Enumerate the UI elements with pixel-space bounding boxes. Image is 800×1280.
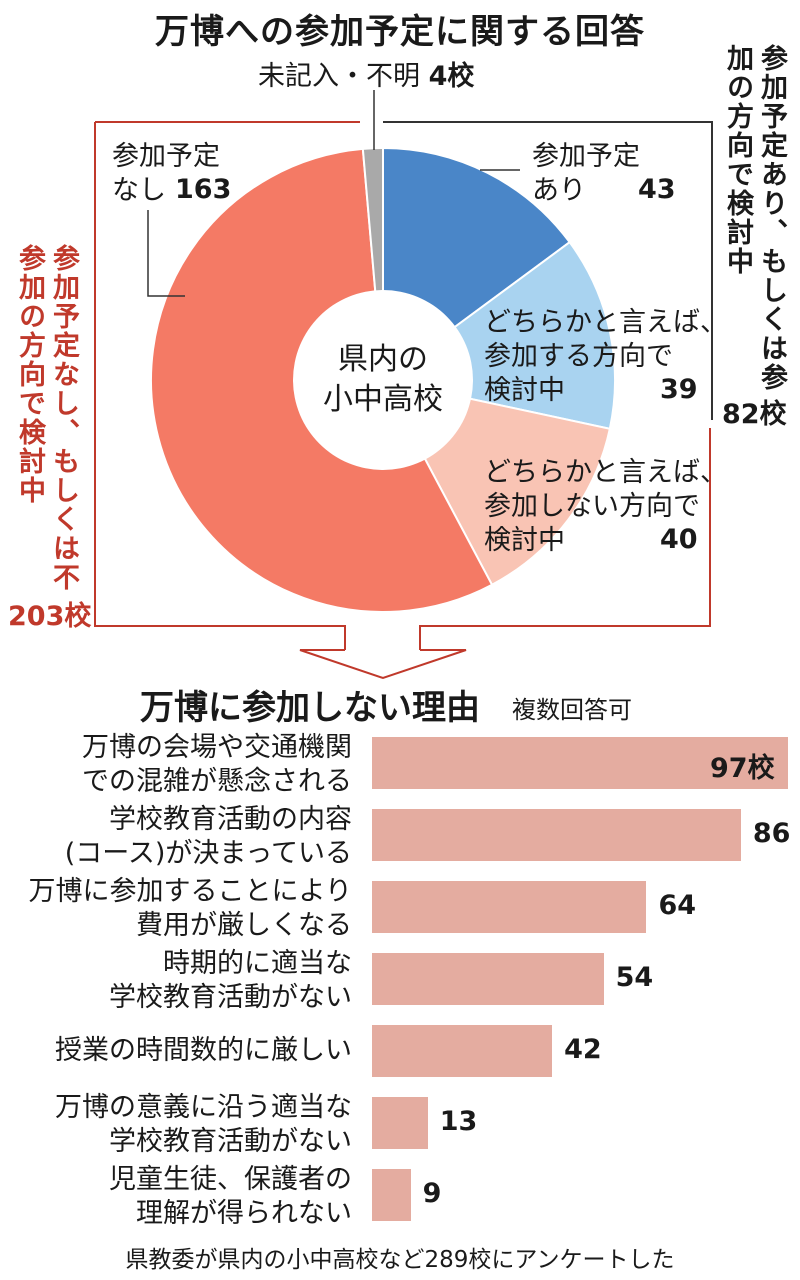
slice-label-not-participate: 参加予定 なし [112, 141, 220, 206]
bar [372, 1169, 411, 1221]
bar-category-label: 授業の時間数的に厳しい [55, 1035, 352, 1066]
bar-value-label: 42 [564, 1034, 602, 1065]
bracket-negative-right [419, 428, 711, 650]
bar-category-label: 時期的に適当な 学校教育活動がない [109, 948, 352, 1013]
bar [372, 1097, 428, 1149]
bar [372, 809, 741, 861]
slice-label-unknown: 未記入・不明 4校 [258, 61, 475, 92]
bar-value-label: 86 [752, 818, 791, 849]
bar-title-note: 複数回答可 [512, 696, 632, 724]
leader-line-not-participate [147, 210, 185, 297]
slice-value-lean-not: 40 [660, 524, 698, 555]
bracket-positive [383, 121, 713, 420]
bar-value-label: 13 [439, 1106, 478, 1137]
down-arrow-icon [299, 649, 467, 680]
slice-value-lean-participate: 39 [660, 374, 698, 405]
group-positive-label: 参加予定あり、もしくは参加の方向で検討中 [722, 44, 787, 392]
bar-category-label: 万博に参加することにより 費用が厳しくなる [28, 876, 352, 941]
bar [372, 881, 647, 933]
footnote: 県教委が県内の小中高校など289校にアンケートした [125, 1247, 675, 1273]
group-negative-total: 203校 [8, 601, 92, 632]
bar-title: 万博に参加しない理由 [140, 688, 480, 728]
bracket-negative-left [94, 122, 346, 650]
bar-value-label: 97校 [710, 753, 775, 784]
bar-category-label: 学校教育活動の内容 (コース)が決まっている [64, 804, 352, 869]
bar [372, 1025, 553, 1077]
slice-label-participate: 参加予定 あり [532, 141, 640, 206]
bar-value-label: 64 [658, 890, 697, 921]
group-positive-total: 82校 [722, 399, 787, 430]
bar-value-label: 54 [615, 962, 654, 993]
bar [372, 737, 788, 789]
donut-center-label: 県内の 小中高校 [323, 342, 443, 417]
donut-hole [293, 290, 473, 470]
slice-value-not-participate: 163 [175, 174, 232, 205]
slice-value-participate: 43 [638, 174, 676, 205]
bar-category-label: 万博の意義に沿う適当な 学校教育活動がない [55, 1092, 352, 1157]
bar-category-label: 万博の会場や交通機関 での混雑が懸念される [82, 732, 352, 797]
pie-title: 万博への参加予定に関する回答 [155, 12, 645, 52]
slice-label-lean-participate: どちらかと言えば、 参加する方向で 検討中 [484, 307, 727, 406]
bar [372, 953, 604, 1005]
group-negative-label: 参加予定なし、もしくは不参加の方向で検討中 [14, 244, 79, 592]
bar-category-label: 児童生徒、保護者の 理解が得られない [109, 1164, 352, 1229]
donut-chart [94, 90, 713, 680]
bar-value-label: 9 [422, 1178, 442, 1209]
slice-label-lean-not: どちらかと言えば、 参加しない方向で 検討中 [484, 457, 727, 556]
